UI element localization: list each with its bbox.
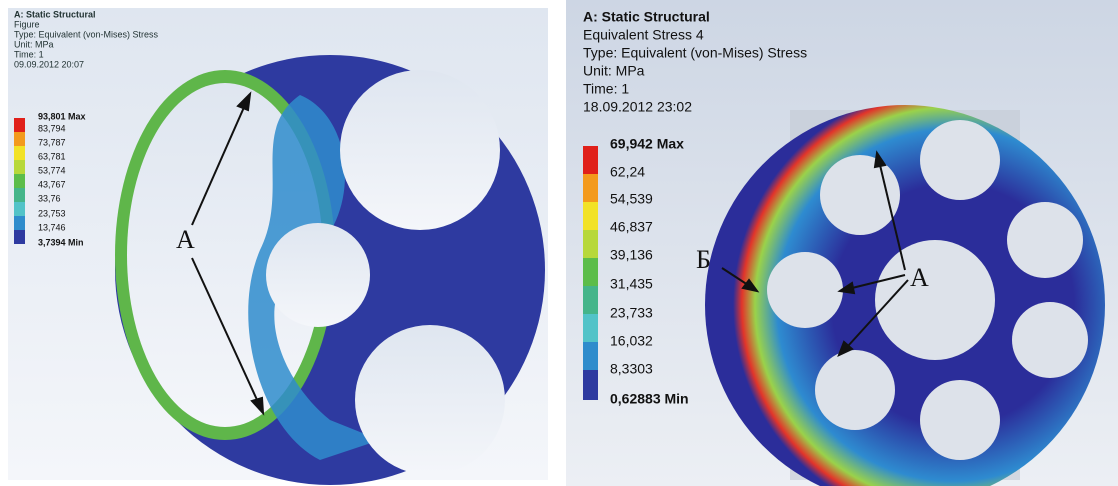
hole bbox=[355, 325, 505, 475]
figure: A: Static Structural Figure Type: Equiva… bbox=[0, 0, 1118, 486]
legend-swatch bbox=[583, 174, 598, 202]
legend-label: 54,539 bbox=[610, 191, 653, 207]
legend-label: 83,794 bbox=[38, 123, 66, 133]
legend-label: 53,774 bbox=[38, 165, 66, 175]
legend-label: 31,435 bbox=[610, 276, 653, 292]
legend-swatch bbox=[583, 146, 598, 174]
legend-swatch bbox=[14, 132, 25, 146]
legend-label: 33,76 bbox=[38, 193, 61, 203]
legend-swatch bbox=[14, 118, 25, 132]
legend-label: 13,746 bbox=[38, 222, 66, 232]
right-panel: A: Static Structural Equivalent Stress 4… bbox=[566, 0, 1118, 486]
legend-swatch bbox=[14, 146, 25, 160]
legend-swatch bbox=[14, 174, 25, 188]
header-line: Type: Equivalent (von-Mises) Stress bbox=[583, 45, 807, 61]
header-line: 09.09.2012 20:07 bbox=[14, 59, 84, 69]
header-line: Time: 1 bbox=[14, 49, 44, 59]
legend-label: 23,753 bbox=[38, 208, 66, 218]
legend-swatch bbox=[583, 314, 598, 342]
legend-swatch bbox=[583, 230, 598, 258]
hole bbox=[920, 380, 1000, 460]
legend-label: 63,781 bbox=[38, 151, 66, 161]
legend-label: 3,7394 Min bbox=[38, 237, 84, 247]
hole bbox=[920, 120, 1000, 200]
header-line: Type: Equivalent (von-Mises) Stress bbox=[14, 29, 159, 39]
legend-swatch bbox=[14, 230, 25, 244]
legend-label: 16,032 bbox=[610, 333, 653, 349]
header-line: Unit: MPa bbox=[14, 39, 54, 49]
legend-label: 0,62883 Min bbox=[610, 391, 689, 407]
legend-swatch bbox=[14, 202, 25, 216]
legend-label: 23,733 bbox=[610, 305, 653, 321]
header-line: Equivalent Stress 4 bbox=[583, 27, 704, 43]
hole bbox=[767, 252, 843, 328]
legend-label: 93,801 Max bbox=[38, 111, 86, 121]
hole bbox=[266, 223, 370, 327]
hole bbox=[875, 240, 995, 360]
legend-swatch bbox=[583, 342, 598, 370]
hole bbox=[1007, 202, 1083, 278]
legend-swatch bbox=[583, 258, 598, 286]
header-line: Time: 1 bbox=[583, 81, 629, 97]
hole bbox=[1012, 302, 1088, 378]
legend-label: 46,837 bbox=[610, 219, 653, 235]
annotation: Б bbox=[696, 245, 711, 274]
legend-swatch bbox=[14, 160, 25, 174]
legend-swatch bbox=[583, 202, 598, 230]
legend-swatch bbox=[583, 286, 598, 314]
legend-swatch bbox=[14, 188, 25, 202]
legend-swatch bbox=[14, 216, 25, 230]
hole bbox=[340, 70, 500, 230]
header-line: A: Static Structural bbox=[583, 9, 710, 25]
legend-label: 39,136 bbox=[610, 247, 653, 263]
annotation: A bbox=[910, 263, 929, 292]
left-panel: A: Static Structural Figure Type: Equiva… bbox=[8, 8, 548, 485]
header-line: 18.09.2012 23:02 bbox=[583, 99, 692, 115]
legend-label: 73,787 bbox=[38, 137, 66, 147]
annotation: A bbox=[176, 225, 195, 254]
legend-label: 8,3303 bbox=[610, 361, 653, 377]
hole bbox=[815, 350, 895, 430]
legend-label: 62,24 bbox=[610, 164, 645, 180]
legend-swatch bbox=[583, 370, 598, 400]
header-line: Unit: MPa bbox=[583, 63, 645, 79]
legend-label: 69,942 Max bbox=[610, 136, 684, 152]
header-line: A: Static Structural bbox=[14, 9, 96, 19]
header-line: Figure bbox=[14, 19, 40, 29]
legend-label: 43,767 bbox=[38, 179, 66, 189]
